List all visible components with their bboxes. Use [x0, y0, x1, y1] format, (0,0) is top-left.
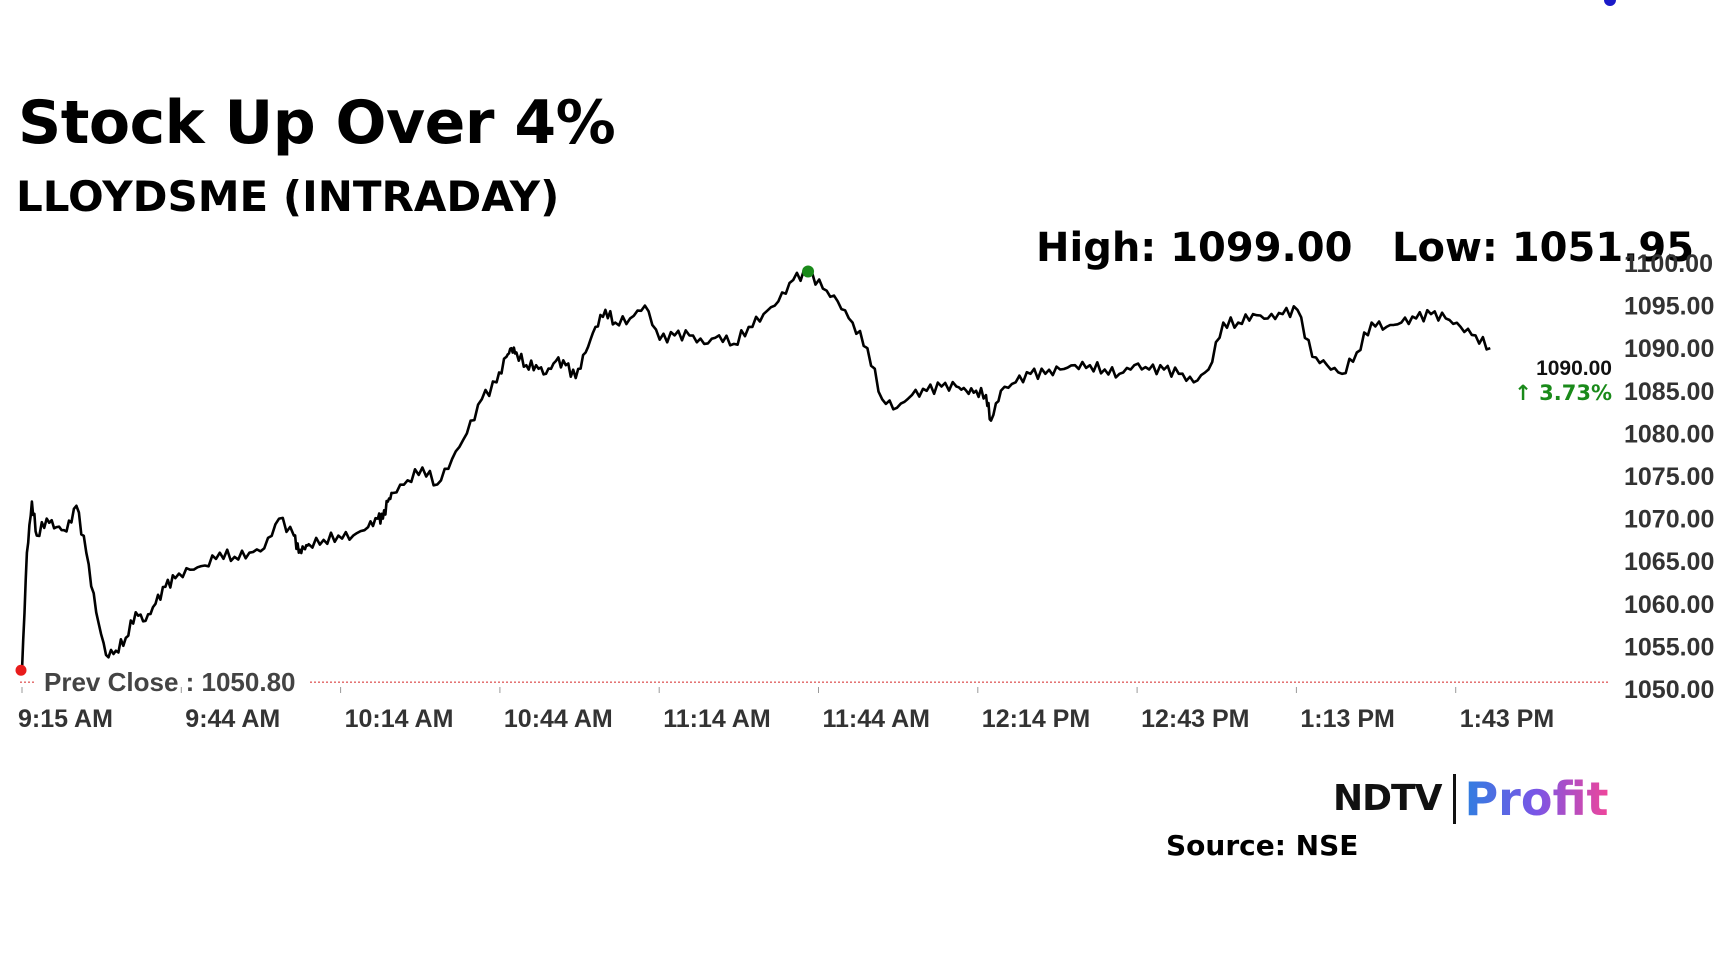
y-tick-label: 1065.00 [1624, 548, 1714, 576]
x-tick-label: 10:14 AM [345, 705, 454, 733]
x-tick-label: 11:14 AM [663, 705, 770, 733]
y-tick-label: 1075.00 [1624, 463, 1714, 491]
y-tick-label: 1100.00 [1624, 250, 1713, 278]
last-price-marker [1604, 0, 1616, 6]
open-price-marker [15, 664, 27, 676]
change-percent-label: ↑ 3.73% [1514, 381, 1612, 405]
high-price-marker [802, 265, 815, 278]
x-tick-label: 1:43 PM [1460, 705, 1554, 733]
y-tick-label: 1050.00 [1624, 676, 1714, 704]
y-tick-label: 1080.00 [1624, 420, 1714, 448]
x-tick-label: 10:44 AM [504, 705, 613, 733]
y-tick-label: 1095.00 [1624, 293, 1714, 321]
ndtv-profit-logo: NDTV Profit [1333, 773, 1609, 825]
x-tick-label: 1:13 PM [1300, 705, 1394, 733]
logo-profit-text: Profit [1464, 772, 1609, 826]
chart-subtitle: LLOYDSME (INTRADAY) [16, 172, 560, 221]
high-label: High: 1099.00 [1036, 225, 1353, 271]
chart-title: Stock Up Over 4% [18, 88, 616, 158]
y-tick-label: 1055.00 [1624, 633, 1714, 661]
x-tick-label: 11:44 AM [823, 705, 930, 733]
x-tick-label: 9:15 AM [18, 705, 113, 733]
price-line [20, 267, 1491, 671]
x-tick-label: 12:43 PM [1141, 705, 1249, 733]
y-tick-label: 1070.00 [1624, 506, 1714, 534]
y-tick-label: 1060.00 [1624, 591, 1714, 619]
last-price-label: 1090.00 [1536, 357, 1612, 380]
low-label: Low: 1051.95 [1392, 225, 1695, 271]
x-tick-label: 9:44 AM [185, 705, 280, 733]
y-tick-label: 1090.00 [1624, 335, 1714, 363]
x-tick-label: 12:14 PM [982, 705, 1090, 733]
y-tick-label: 1085.00 [1624, 378, 1714, 406]
logo-divider [1453, 774, 1457, 824]
logo-ndtv-text: NDTV [1333, 778, 1442, 819]
source-label: Source: NSE [1166, 829, 1359, 862]
prev-close-label: Prev Close : 1050.80 [44, 667, 296, 697]
